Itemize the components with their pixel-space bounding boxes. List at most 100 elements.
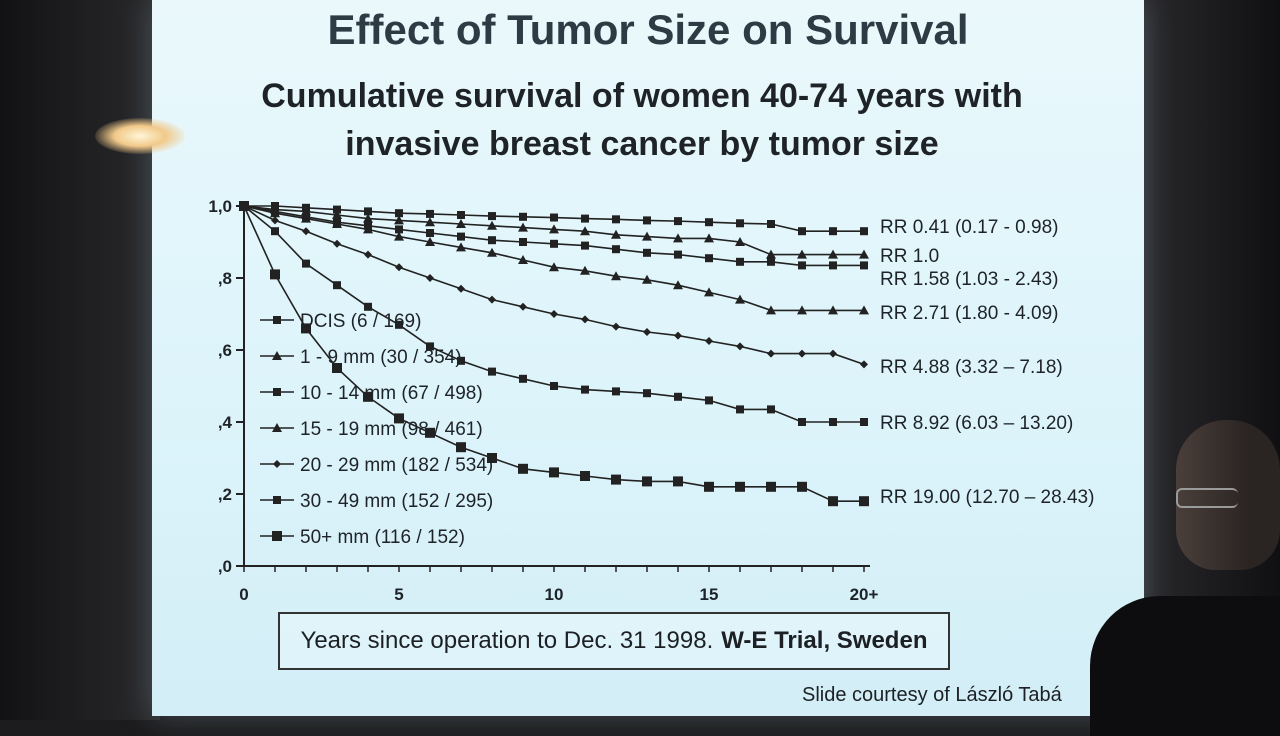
data-point — [797, 249, 807, 259]
data-point — [797, 481, 807, 492]
data-point — [767, 349, 775, 358]
data-point — [580, 471, 590, 481]
data-point — [674, 250, 682, 259]
data-point — [735, 237, 745, 246]
y-tick-label: ,2 — [218, 485, 232, 504]
data-point — [767, 257, 775, 266]
data-point — [271, 216, 279, 225]
legend-label: 1 - 9 mm (30 / 354) — [300, 347, 462, 368]
data-point — [736, 219, 744, 228]
data-point — [549, 262, 559, 272]
data-point — [674, 217, 682, 226]
data-point — [673, 280, 683, 290]
data-point — [767, 405, 775, 414]
data-point — [704, 481, 714, 492]
rr-label: RR 8.92 (6.03 – 13.20) — [880, 413, 1073, 434]
data-point — [364, 302, 372, 311]
data-point — [798, 261, 806, 270]
data-point — [550, 213, 558, 222]
data-point — [550, 239, 558, 248]
data-point — [735, 294, 745, 304]
data-point — [518, 222, 528, 232]
data-point — [860, 360, 868, 369]
data-point — [363, 224, 373, 234]
presenter-silhouette — [1080, 420, 1280, 736]
data-point — [612, 387, 620, 396]
data-point — [612, 215, 620, 224]
data-point — [705, 254, 713, 263]
data-point — [333, 205, 341, 214]
data-point — [549, 467, 559, 478]
data-point — [270, 269, 280, 280]
data-point — [674, 392, 682, 401]
data-point — [766, 481, 776, 492]
legend-label: 15 - 19 mm (98 / 461) — [300, 419, 483, 440]
footer-caption-bold: W-E Trial, Sweden — [721, 627, 928, 654]
projected-slide: Effect of Tumor Size on Survival Cumulat… — [152, 0, 1144, 716]
data-point — [611, 271, 621, 281]
data-point — [736, 257, 744, 266]
slide-subtitle-line-1: Cumulative survival of women 40-74 years… — [261, 77, 1023, 115]
slide-title: Effect of Tumor Size on Survival — [327, 6, 969, 53]
rr-label: RR 2.71 (1.80 - 4.09) — [880, 303, 1058, 324]
data-point — [704, 287, 714, 297]
presenter-body — [1090, 596, 1280, 736]
data-point — [828, 305, 838, 315]
survival-chart: ,0 ,2 ,4 ,6 ,8 1,0 0 5 10 15 20+ RR 0.41 (0.17 - 0.… — [208, 197, 1094, 604]
x-tick-label: 10 — [545, 585, 564, 604]
data-point — [643, 389, 651, 398]
data-point — [611, 229, 621, 239]
data-point — [673, 476, 683, 487]
room-background-left — [0, 0, 160, 720]
data-point — [425, 237, 435, 246]
data-point — [828, 496, 838, 507]
data-point — [581, 315, 589, 324]
data-point — [705, 218, 713, 227]
rr-label: RR 19.00 (12.70 – 28.43) — [880, 487, 1094, 508]
data-point — [580, 265, 590, 275]
data-point — [673, 233, 683, 243]
data-point — [798, 349, 806, 358]
data-point — [395, 263, 403, 272]
data-point — [797, 305, 807, 315]
data-point — [798, 418, 806, 426]
data-point — [425, 427, 435, 438]
y-tick-label: ,6 — [218, 341, 232, 360]
data-point — [519, 238, 527, 246]
data-point — [239, 201, 249, 211]
legend-label: 10 - 14 mm (67 / 498) — [300, 383, 483, 404]
data-point — [518, 463, 528, 474]
data-point — [301, 323, 311, 334]
data-point — [488, 367, 496, 376]
data-point — [859, 496, 869, 507]
data-point — [487, 220, 497, 230]
legend-label: 50+ mm (116 / 152) — [300, 527, 465, 548]
data-point — [395, 209, 403, 218]
data-point — [364, 207, 372, 216]
data-point — [394, 413, 404, 424]
data-point — [270, 208, 280, 218]
footer-caption: Years since operation to Dec. 31 1998. W… — [278, 612, 950, 670]
data-point — [363, 213, 373, 223]
data-point — [457, 211, 465, 219]
data-point — [302, 227, 310, 236]
data-point — [456, 442, 466, 453]
rr-label: RR 1.0 — [880, 246, 939, 267]
data-point — [674, 331, 682, 340]
data-point — [581, 385, 589, 394]
data-point — [394, 231, 404, 241]
data-point — [580, 226, 590, 236]
data-point — [333, 281, 341, 290]
data-point — [767, 220, 775, 228]
data-point — [736, 342, 744, 351]
data-point — [395, 225, 403, 234]
data-point — [581, 241, 589, 250]
data-point — [488, 212, 496, 221]
data-point — [333, 239, 341, 248]
data-point — [643, 216, 651, 225]
data-point — [550, 310, 558, 318]
slide-subtitle: Cumulative survival of women 40-74 years… — [192, 72, 1092, 168]
data-point — [705, 396, 713, 405]
data-point — [860, 418, 868, 426]
legend-marker — [272, 423, 282, 432]
